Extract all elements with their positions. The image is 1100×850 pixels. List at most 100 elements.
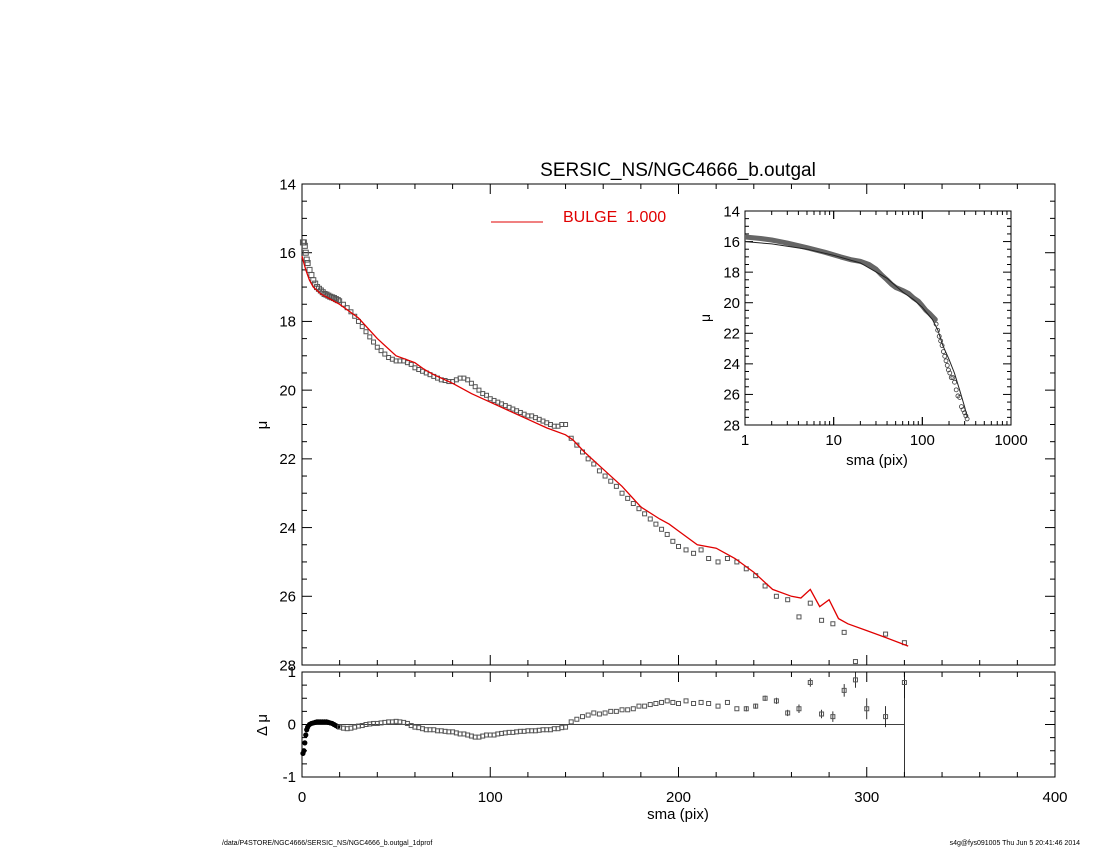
profile-data-point xyxy=(408,361,414,367)
main-y-tick-label: 16 xyxy=(279,245,296,262)
residual-point xyxy=(659,699,665,705)
residual-point xyxy=(883,714,889,720)
profile-data-point xyxy=(468,380,474,386)
residual-point xyxy=(830,714,836,720)
main-y-tick-label: 26 xyxy=(279,589,296,606)
inset-y-tick-label: 28 xyxy=(723,417,740,434)
profile-data-point xyxy=(568,435,574,441)
residual-point xyxy=(608,708,614,714)
main-y-tick-label: 20 xyxy=(279,382,296,399)
residual-panel: 0 100 200 300 400-101 xyxy=(283,664,1068,806)
residual-point xyxy=(819,711,825,717)
inset-data-point xyxy=(936,333,942,339)
inset-data-point xyxy=(952,379,957,385)
profile-data-point xyxy=(472,384,478,390)
profile-data-point xyxy=(302,249,309,256)
profile-data-point xyxy=(355,318,361,324)
inset-x-tick-label: 1 xyxy=(741,432,749,449)
profile-data-point xyxy=(819,617,825,623)
residual-point xyxy=(743,706,749,712)
inset-data-point xyxy=(950,375,956,381)
profile-data-point xyxy=(762,583,768,589)
profile-data-point xyxy=(664,531,670,537)
inset-x-tick-label: 100 xyxy=(910,432,935,449)
residual-point xyxy=(715,703,721,709)
main-y-tick-label: 22 xyxy=(279,451,296,468)
residual-point xyxy=(653,701,659,706)
footer-path: /data/P4STORE/NGC4666/SERSIC_NS/NGC4666_… xyxy=(222,840,433,847)
profile-data-point xyxy=(642,511,648,517)
inset-data-point xyxy=(939,343,945,348)
residual-point xyxy=(796,706,802,712)
residual-x-tick-label: 200 xyxy=(666,789,691,806)
inset-data-point xyxy=(944,362,950,368)
profile-data-point xyxy=(465,377,471,383)
profile-data-point xyxy=(796,614,802,620)
profile-data-point xyxy=(647,516,653,522)
main-y-axis-label: μ xyxy=(254,421,271,430)
inset-data-point xyxy=(947,370,953,376)
profile-data-point xyxy=(306,266,313,273)
profile-data-point xyxy=(602,473,608,479)
footer-stamp: s4g@fys091005 Thu Jun 5 20:41:46 2014 xyxy=(949,840,1080,847)
inset-y-tick-label: 16 xyxy=(723,234,740,251)
residual-point xyxy=(841,687,847,693)
bulge-model-line xyxy=(301,256,909,647)
residual-point xyxy=(636,703,642,709)
profile-data-point xyxy=(301,242,308,249)
chart-title: SERSIC_NS/NGC4666_b.outgal xyxy=(540,160,816,181)
profile-data-point xyxy=(585,456,591,462)
residual-point xyxy=(585,712,591,718)
profile-data-point xyxy=(698,547,704,553)
profile-data-point xyxy=(706,555,712,561)
residual-point xyxy=(574,716,580,722)
residual-point xyxy=(301,748,307,754)
main-y-tick-label: 18 xyxy=(279,314,296,331)
profile-data-point xyxy=(308,272,315,279)
profile-data-point xyxy=(337,298,343,304)
inset-data-point xyxy=(942,353,948,359)
profile-data-point xyxy=(773,593,779,599)
profile-data-point xyxy=(315,285,322,292)
inset-data-point xyxy=(964,416,970,422)
profile-data-point xyxy=(883,631,889,637)
inset-y-tick-label: 20 xyxy=(723,295,740,312)
inset-model-line xyxy=(745,241,968,418)
residual-x-tick-label: 400 xyxy=(1042,789,1067,806)
residual-point xyxy=(691,701,697,706)
inset-data-point xyxy=(948,375,954,381)
residual-point xyxy=(670,699,676,705)
profile-data-point xyxy=(619,490,625,496)
profile-data-point xyxy=(378,348,384,354)
residual-point xyxy=(734,706,740,712)
profile-data-point xyxy=(596,468,602,474)
profile-data-point xyxy=(841,629,847,635)
profile-data-point xyxy=(483,392,489,398)
profile-data-point xyxy=(830,621,836,627)
inset-plot-area xyxy=(745,234,970,422)
profile-data-point xyxy=(724,555,730,561)
inset-x-axis-label: sma (pix) xyxy=(846,452,908,469)
main-y-tick-label: 24 xyxy=(279,520,296,537)
inset-data-point xyxy=(938,338,944,344)
inset-y-tick-label: 24 xyxy=(723,356,740,373)
residual-point xyxy=(613,708,619,714)
profile-data-point xyxy=(563,422,569,427)
residual-point xyxy=(303,732,309,738)
main-y-tick-label: 28 xyxy=(279,657,296,674)
main-y-tick-label: 14 xyxy=(279,176,296,193)
residual-point xyxy=(753,703,759,709)
profile-data-point xyxy=(659,526,665,532)
residual-point xyxy=(762,695,768,701)
residual-x-axis-label: sma (pix) xyxy=(647,806,709,823)
residual-point xyxy=(625,707,631,713)
residual-y-axis-label: Δ μ xyxy=(254,714,271,736)
inset-y-tick-label: 14 xyxy=(723,203,740,220)
residual-point xyxy=(664,698,670,704)
residual-point xyxy=(676,701,681,706)
residual-point xyxy=(630,706,636,712)
inset-y-tick-label: 18 xyxy=(723,264,740,281)
inset-y-tick-label: 22 xyxy=(723,326,740,343)
profile-data-point xyxy=(300,239,307,246)
